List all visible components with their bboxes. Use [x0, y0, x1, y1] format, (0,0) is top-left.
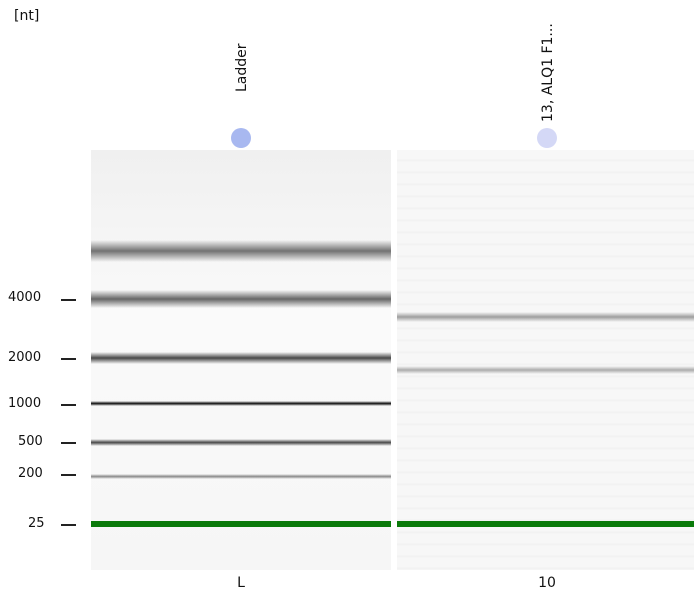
unit-label: [nt] — [14, 8, 40, 24]
lane-name-sample-13: 13, ALQ1 F1... — [540, 23, 556, 122]
sample-status-dot[interactable] — [537, 128, 557, 148]
ladder-band-200 — [91, 474, 391, 479]
tick-label-500: 500 — [18, 434, 43, 449]
sample-marker-25 — [397, 521, 694, 527]
lane-name-ladder: Ladder — [234, 43, 250, 92]
ladder-band-2000 — [91, 352, 391, 364]
ladder-band-4000 — [91, 290, 391, 308]
tick-mark-500 — [61, 442, 76, 444]
ladder-band-500 — [91, 439, 391, 446]
ladder-status-dot[interactable] — [231, 128, 251, 148]
tick-label-200: 200 — [18, 466, 43, 481]
tick-mark-25 — [61, 524, 76, 526]
tick-mark-200 — [61, 474, 76, 476]
ladder-band-top — [91, 240, 391, 262]
tick-mark-4000 — [61, 299, 76, 301]
sample-band-lower — [397, 366, 694, 374]
tick-label-25: 25 — [28, 516, 45, 531]
lane-id-ladder: L — [237, 575, 245, 591]
ladder-lane[interactable] — [91, 150, 391, 570]
sample-lane[interactable] — [397, 150, 694, 570]
lane-id-sample: 10 — [538, 575, 556, 591]
tick-label-4000: 4000 — [8, 290, 42, 305]
sample-band-upper — [397, 312, 694, 322]
tick-label-1000: 1000 — [8, 396, 42, 411]
ladder-marker-25 — [91, 521, 391, 527]
tick-mark-2000 — [61, 358, 76, 360]
tick-label-2000: 2000 — [8, 350, 42, 365]
ladder-band-1000 — [91, 401, 391, 406]
tick-mark-1000 — [61, 404, 76, 406]
